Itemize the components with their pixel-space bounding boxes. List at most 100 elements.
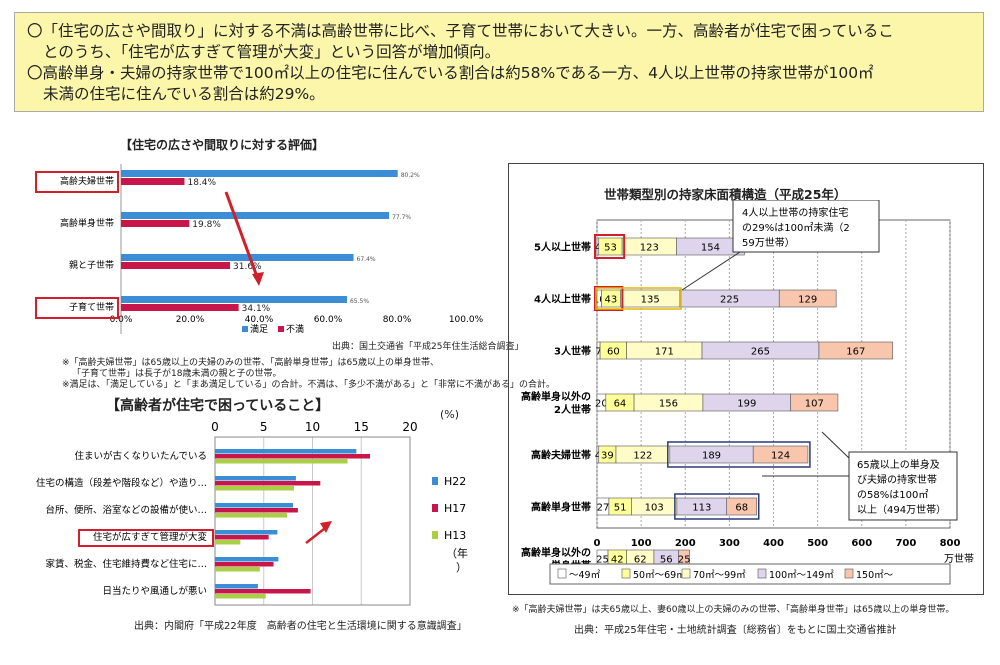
category-label: 5人以上世帯 [534, 241, 591, 254]
bar-H22 [215, 476, 296, 481]
highlight-box-blue [667, 441, 811, 468]
callout-text: の29%は100㎡未満（2 [742, 222, 850, 234]
legend-swatch [432, 531, 438, 539]
bar-不満 [121, 178, 185, 185]
legend-swatch [432, 477, 438, 485]
x-tick-label: 5 [260, 420, 268, 434]
summary-box: 〇「住宅の広さや間取り」に対する不満は高齢世帯に比べ、子育て世帯において大きい。… [14, 12, 984, 112]
bar-value-label: 80.2% [401, 172, 420, 179]
bar-満足 [121, 254, 354, 261]
segment-value-label: 199 [737, 399, 756, 410]
bar-segment [726, 497, 758, 516]
category-label: 住まいが古くなりいたんでいる [74, 450, 207, 462]
bar-満足 [121, 170, 398, 177]
summary-line-2: とのうち、「住宅が広すぎて管理が大変」という回答が増加傾向。 [43, 43, 501, 61]
bar-H13 [215, 567, 260, 572]
segment-value-label: 42 [611, 555, 624, 566]
segment-value-label: 56 [660, 555, 673, 566]
legend-swatch [242, 326, 248, 332]
callout-text: 4人以上世帯の持家住宅 [742, 206, 848, 219]
segment-value-label: 135 [641, 295, 660, 306]
bar-H17 [215, 481, 321, 486]
floor-area-frame [508, 163, 984, 595]
bar-H22 [215, 584, 258, 589]
highlight-box-blue [674, 493, 760, 520]
legend-label: 満足 [250, 324, 268, 335]
satisfaction-chart: 0.0% 20.0% 40.0% 60.0% 80.0% 100.0% 高齢夫婦世帯 80.2… [35, 164, 484, 335]
x-tick-label: 500 [807, 538, 828, 549]
bar-H13 [215, 540, 241, 545]
highlight-box-red [594, 286, 624, 311]
bar-H22 [215, 449, 357, 454]
bar-value-label: 19.8% [192, 220, 221, 230]
legend-swatch [681, 568, 691, 579]
bar-満足 [121, 296, 347, 303]
plot-frame [214, 436, 411, 606]
trend-arrow-head [252, 272, 264, 286]
category-label: 高齢単身世帯 [531, 501, 591, 514]
segment-value-label: 4 [595, 243, 601, 254]
chart1-note-1: ※「高齢夫婦世帯」は65歳以上の夫婦のみの世帯、「高齢単身世帯」は65歳以上の単… [62, 358, 439, 368]
bar-value-label: 34.1% [242, 304, 271, 314]
bar-H22 [215, 557, 279, 562]
segment-value-label: 25 [678, 555, 691, 566]
segment-value-label: 124 [771, 451, 790, 462]
callout-leader [681, 251, 741, 291]
bar-H17 [215, 562, 274, 567]
segment-value-label: 154 [701, 243, 720, 254]
legend-label: ～49㎡ [569, 570, 601, 581]
segment-value-label: 171 [655, 347, 674, 358]
category-label: 住宅の構造（段差や階段など）や造り… [36, 477, 207, 489]
segment-value-label: 64 [614, 399, 627, 410]
segment-value-label: 51 [614, 503, 627, 514]
callout-leader [821, 431, 850, 459]
chart3-source: 出典：平成25年住宅・土地統計調査〔総務省〕をもとに国土交通省推計 [574, 625, 897, 636]
category-label: 4人以上世帯 [534, 293, 591, 306]
x-tick-label: 0.0% [110, 315, 133, 325]
bar-H13 [215, 459, 348, 464]
x-axis-unit: 万世帯 [944, 552, 974, 565]
category-label: 家賃、税金、住宅維持費など住宅に… [45, 558, 207, 570]
chart1-title: 【住宅の広さや間取りに対する評価】 [120, 138, 325, 152]
category-label: 高齢夫婦世帯 [531, 449, 591, 462]
legend-swatch [278, 326, 284, 332]
category-label: 高齢単身以外の [521, 546, 591, 559]
segment-value-label: 113 [692, 503, 711, 514]
chart2-title: 【高齢者が住宅で困っていること】 [106, 398, 330, 414]
chart2-unit: (%) [440, 408, 460, 421]
bar-不満 [121, 220, 190, 227]
x-tick-label: 10 [305, 420, 320, 434]
bar-不満 [121, 304, 239, 311]
x-tick-label: 0 [211, 420, 219, 434]
segment-value-label: 107 [805, 399, 824, 410]
bar-value-label: 77.7% [392, 214, 411, 221]
segment-value-label: 25 [596, 555, 609, 566]
trend-arrow-line [224, 191, 258, 275]
segment-value-label: 4 [595, 451, 601, 462]
legend-label: 70㎡～99㎡ [693, 570, 746, 581]
bar-H17 [215, 454, 371, 459]
category-label: 3人世帯 [554, 345, 591, 358]
legend-label: 50㎡～69㎡ [633, 570, 686, 581]
x-tick-label: 700 [895, 538, 916, 549]
bar-H17 [215, 535, 269, 540]
x-tick-label: 100.0% [449, 315, 484, 325]
segment-value-label: 129 [798, 295, 817, 306]
x-tick-label: 800 [940, 538, 961, 549]
x-tick-label: 15 [354, 420, 369, 434]
segment-value-label: 225 [720, 295, 739, 306]
highlight-box [35, 171, 119, 193]
x-tick-label: 400 [763, 538, 784, 549]
highlight-box-red [594, 234, 626, 259]
x-tick-label: 100 [631, 538, 652, 549]
legend-swatch [557, 568, 567, 579]
category-label: 2人世帯 [554, 403, 591, 416]
callout-box [732, 200, 880, 253]
highlight-box-yellow [595, 287, 682, 310]
category-label: 子育て世帯 [69, 301, 114, 313]
segment-value-label: 20 [595, 399, 608, 410]
chart3-note: ※「高齢夫婦世帯」は夫65歳以上、妻60歳以上の夫婦のみの世帯、「高齢単身世帯」… [512, 605, 955, 615]
x-tick-label: 0 [594, 538, 601, 549]
bar-segment [818, 341, 893, 360]
trend-arrow-line [305, 528, 325, 544]
